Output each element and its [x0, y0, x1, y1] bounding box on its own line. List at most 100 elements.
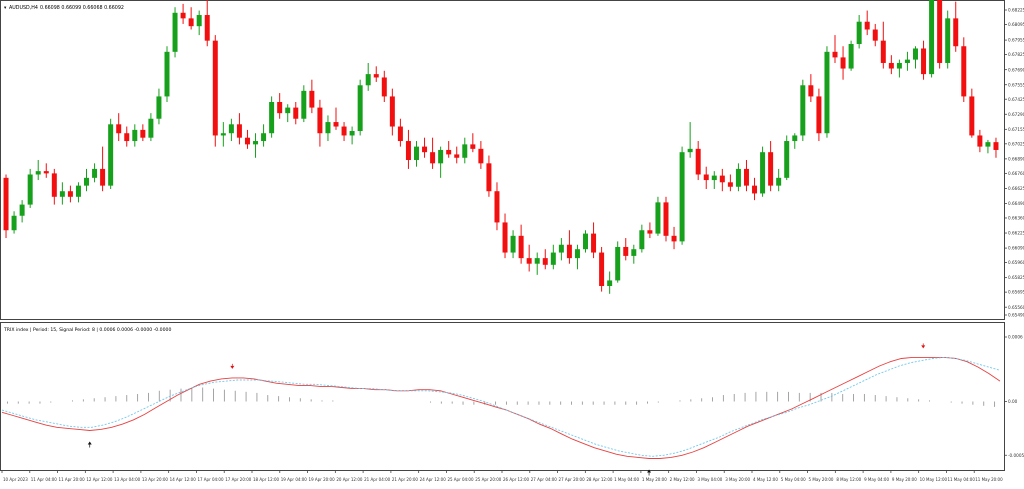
time-tick-label: 11 May 20:00 [975, 477, 1003, 482]
price-tick-label: 0.67155 [1008, 127, 1024, 132]
ohlc-label: 0.66098 0.66099 0.66068 0.66092 [40, 5, 124, 11]
price-tick-label: 0.66090 [1008, 246, 1024, 251]
bear-candle [100, 168, 106, 186]
bull-candle [325, 122, 331, 134]
bear-candle [526, 258, 532, 264]
price-tick-label: 0.65490 [1008, 313, 1024, 318]
bull-candle [583, 233, 589, 250]
indicator-tick-label: -0.0005 [1008, 453, 1024, 458]
price-tick-label: 0.67690 [1008, 67, 1024, 72]
sell-arrow-icon [921, 345, 926, 349]
bear-candle [3, 177, 9, 231]
bull-candle [510, 235, 516, 253]
bear-candle [542, 258, 548, 265]
bull-candle [800, 85, 806, 136]
price-tick-label: 0.65560 [1008, 305, 1024, 310]
bear-candle [808, 85, 814, 97]
time-tick-label: 17 Apr 20:00 [225, 477, 252, 482]
time-tick-label: 11 Apr 20:00 [59, 477, 86, 482]
bear-candle [921, 48, 927, 75]
bear-candle [430, 152, 436, 164]
bull-candle [824, 51, 830, 134]
time-tick-label: 21 Apr 04:00 [364, 477, 391, 482]
bear-candle [816, 96, 822, 134]
bull-candle [607, 280, 613, 287]
time-tick-label: 21 Apr 20:00 [392, 477, 419, 482]
price-tick-label: 0.67825 [1008, 52, 1024, 57]
price-tick-label: 0.65825 [1008, 275, 1024, 280]
trix-lines [1, 356, 1001, 459]
indicator-scale: 0.0006 0.00 -0.0005 [1004, 335, 1024, 458]
bear-candle [969, 96, 975, 136]
symbol-icon[interactable]: ▾ [4, 6, 7, 11]
bull-candle [711, 175, 717, 181]
time-tick-label: 14 Apr 12:00 [170, 477, 197, 482]
price-tick-label: 0.66625 [1008, 186, 1024, 191]
time-tick-label: 11 May 04:00 [947, 477, 975, 482]
bear-candle [832, 51, 838, 58]
price-tick-label: 0.66890 [1008, 156, 1024, 161]
bull-candle [679, 152, 685, 242]
time-tick-label: 8 May 12:00 [836, 477, 861, 482]
time-tick-label: 5 May 04:00 [781, 477, 806, 482]
bull-candle [84, 177, 90, 186]
main-panel-frame [0, 0, 1005, 320]
time-axis: 10 Apr 2023 11 Apr 04:00 11 Apr 20:00 12 Ap… [1, 470, 1003, 482]
bear-candle [647, 230, 653, 234]
time-tick-label: 1 May 04:00 [614, 477, 639, 482]
bull-candle [945, 18, 951, 63]
signal-line [1, 356, 1001, 457]
bull-candle [558, 244, 564, 253]
trix-histogram [6, 387, 996, 407]
bear-candle [494, 191, 500, 223]
bear-candle [961, 46, 967, 97]
time-tick-label: 26 Apr 12:00 [503, 477, 530, 482]
bear-candle [977, 135, 983, 147]
bear-candle [333, 122, 339, 127]
price-tick-label: 0.65960 [1008, 260, 1024, 265]
bear-candle [727, 182, 733, 187]
time-tick-label: 25 Apr 20:00 [475, 477, 502, 482]
bull-candle [365, 74, 371, 86]
time-tick-label: 5 May 20:00 [809, 477, 834, 482]
bear-candle [703, 174, 709, 181]
time-tick-label: 28 Apr 12:00 [586, 477, 613, 482]
price-tick-label: 0.66225 [1008, 231, 1024, 236]
time-tick-label: 13 Apr 20:00 [142, 477, 169, 482]
bear-candle [180, 12, 186, 19]
bull-candle [784, 141, 790, 178]
time-tick-label: 27 Apr 04:00 [531, 477, 558, 482]
bull-candle [687, 148, 693, 153]
bear-candle [124, 133, 130, 142]
time-tick-label: 12 Apr 12:00 [86, 477, 113, 482]
time-tick-label: 9 May 20:00 [892, 477, 917, 482]
bull-candle [301, 90, 307, 119]
bull-candle [438, 149, 444, 164]
time-tick-label: 4 May 12:00 [753, 477, 778, 482]
bear-candle [566, 244, 572, 259]
time-tick-label: 1 May 20:00 [642, 477, 667, 482]
bull-candle [462, 144, 468, 158]
time-tick-label: 18 Apr 12:00 [253, 477, 280, 482]
bear-candle [752, 185, 758, 194]
bull-candle [357, 85, 363, 131]
bull-candle [172, 12, 178, 52]
price-tick-label: 0.67025 [1008, 141, 1024, 146]
indicator-tick-label: 0.00 [1008, 399, 1018, 404]
bull-candle [792, 135, 798, 142]
price-tick-label: 0.67555 [1008, 82, 1024, 87]
bear-candle [277, 102, 283, 114]
time-tick-label: 19 Apr 20:00 [309, 477, 336, 482]
bear-candle [840, 57, 846, 69]
bull-candle [655, 202, 661, 234]
bull-candle [776, 177, 782, 186]
price-tick-label: 0.65695 [1008, 290, 1024, 295]
time-tick-label: 9 May 04:00 [864, 477, 889, 482]
bull-candle [220, 133, 226, 136]
bear-candle [937, 0, 943, 63]
time-tick-label: 19 Apr 04:00 [281, 477, 308, 482]
bull-candle [196, 15, 202, 27]
bear-candle [663, 202, 669, 236]
bear-candle [454, 154, 460, 158]
